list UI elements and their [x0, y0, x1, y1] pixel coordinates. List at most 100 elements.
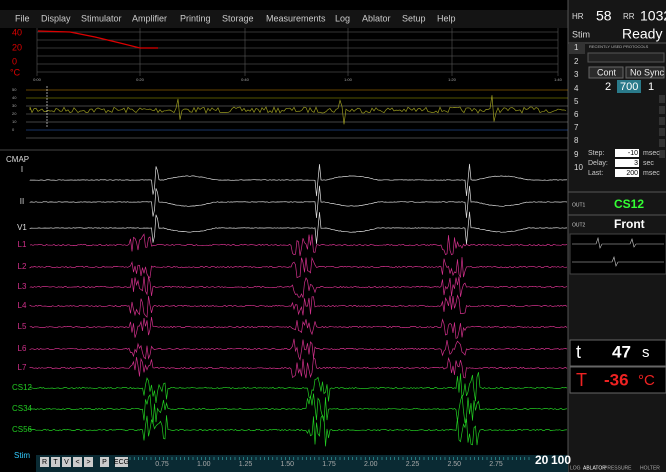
timeline-label: 2.00 [364, 461, 378, 468]
menu-item[interactable]: Log [335, 13, 350, 23]
cont-label: Cont [597, 67, 617, 77]
menu-item[interactable]: File [15, 13, 30, 23]
tab[interactable]: HOLTER [640, 465, 660, 471]
protocol-number: 4 [574, 84, 579, 93]
param-value: -10 [628, 150, 638, 157]
protocol-number: 2 [574, 57, 579, 66]
y-label: 30 [12, 103, 17, 108]
channel-trace [29, 233, 568, 256]
channel-label: L1 [18, 240, 27, 249]
rr-label: RR [623, 12, 635, 21]
y-label: 0 [12, 127, 15, 132]
menu-item[interactable]: Printing [180, 13, 211, 23]
timeline-button[interactable] [100, 457, 109, 467]
side-button[interactable] [659, 95, 665, 103]
menu-item[interactable]: Measurements [266, 13, 326, 23]
y-label: 10 [12, 119, 17, 124]
x-label: 0:40 [241, 77, 250, 82]
timeline-button[interactable] [84, 457, 93, 467]
timeline-label: 2.75 [489, 461, 503, 468]
side-button[interactable] [659, 106, 665, 114]
param-box[interactable] [615, 169, 639, 177]
menu-item[interactable]: Help [437, 13, 456, 23]
param-value: 3 [634, 160, 638, 167]
channel-label: I [21, 165, 23, 174]
interval-box [617, 80, 641, 93]
param-box[interactable] [615, 159, 639, 167]
param-box[interactable] [615, 149, 639, 157]
channel-trace [29, 414, 568, 447]
menu-item[interactable]: Stimulator [81, 13, 122, 23]
channel-label: L5 [18, 322, 27, 331]
T-box [569, 366, 666, 394]
timeline-button[interactable] [62, 457, 71, 467]
stim-label: Stim [572, 29, 590, 39]
channel-label: L3 [18, 282, 27, 291]
channel-label: CS34 [12, 404, 33, 413]
hr-label: HR [572, 12, 584, 21]
channel-label: CMAP [6, 155, 29, 164]
timeline-button[interactable] [40, 457, 49, 467]
gain-value: 100 [551, 453, 571, 467]
temp-label: T [576, 370, 587, 390]
sync-label: No Sync [630, 67, 665, 77]
button-label: V [64, 459, 69, 466]
timeline-button[interactable] [115, 457, 128, 467]
channel-trace [29, 211, 568, 245]
y-label: 40 [12, 95, 17, 100]
side-button[interactable] [659, 117, 665, 125]
channel-trace [29, 163, 568, 197]
menu-item[interactable]: Setup [402, 13, 426, 23]
x-label: 1:40 [554, 77, 563, 82]
timeline-button[interactable] [73, 457, 82, 467]
t-label: t [576, 342, 581, 362]
tab[interactable]: PRESSURE [604, 465, 632, 471]
t-box [569, 339, 666, 367]
tab[interactable]: LOG [570, 465, 581, 471]
menu-item[interactable]: Storage [222, 13, 254, 23]
x-label: 1:00 [344, 77, 353, 82]
y-label: 50 [12, 87, 17, 92]
menu-item[interactable]: Display [41, 13, 71, 23]
cont-button[interactable] [588, 66, 624, 79]
timeline-label: 0.75 [155, 461, 169, 468]
timeline-label: 1.25 [239, 461, 253, 468]
side-button[interactable] [659, 139, 665, 147]
side-button[interactable] [659, 128, 665, 136]
channel-trace [29, 393, 568, 424]
timeline-label: 1.50 [280, 461, 294, 468]
button-label: ECG [114, 459, 129, 466]
timeline-label: 2.25 [406, 461, 420, 468]
tab[interactable]: ABLATOR [583, 465, 606, 471]
y-label: 20 [12, 42, 22, 52]
side-button[interactable] [659, 150, 665, 158]
temp-trace [37, 30, 158, 49]
protocol-number: 6 [574, 110, 579, 119]
x-label: 0:00 [33, 77, 42, 82]
channel-trace [29, 356, 568, 379]
channel-label: CS56 [12, 425, 33, 434]
sync-button[interactable] [625, 66, 665, 79]
button-label: < [75, 459, 79, 466]
protocol-number: 1 [574, 43, 579, 52]
menu-item[interactable]: Amplifier [132, 13, 167, 23]
channel-label: II [20, 197, 24, 206]
protocol-number: 10 [574, 163, 583, 172]
timeline-label: 1.00 [197, 461, 211, 468]
x-label: 0:20 [136, 77, 145, 82]
timeline-button[interactable] [51, 457, 60, 467]
selected-row [569, 42, 585, 54]
button-label: R [42, 459, 47, 466]
protocol-number: 5 [574, 97, 579, 106]
hr-value: 58 [596, 8, 612, 24]
y-unit: °C [10, 67, 21, 77]
protocol-number: 7 [574, 123, 579, 132]
param-label: Step: [588, 150, 604, 157]
menu-item[interactable]: Ablator [362, 13, 391, 23]
y-label: 20 [12, 111, 17, 116]
param-unit: sec [643, 160, 654, 167]
x-label: 1:20 [448, 77, 457, 82]
channel-label: Stim [14, 451, 30, 460]
protocol-dropdown[interactable] [587, 52, 665, 63]
